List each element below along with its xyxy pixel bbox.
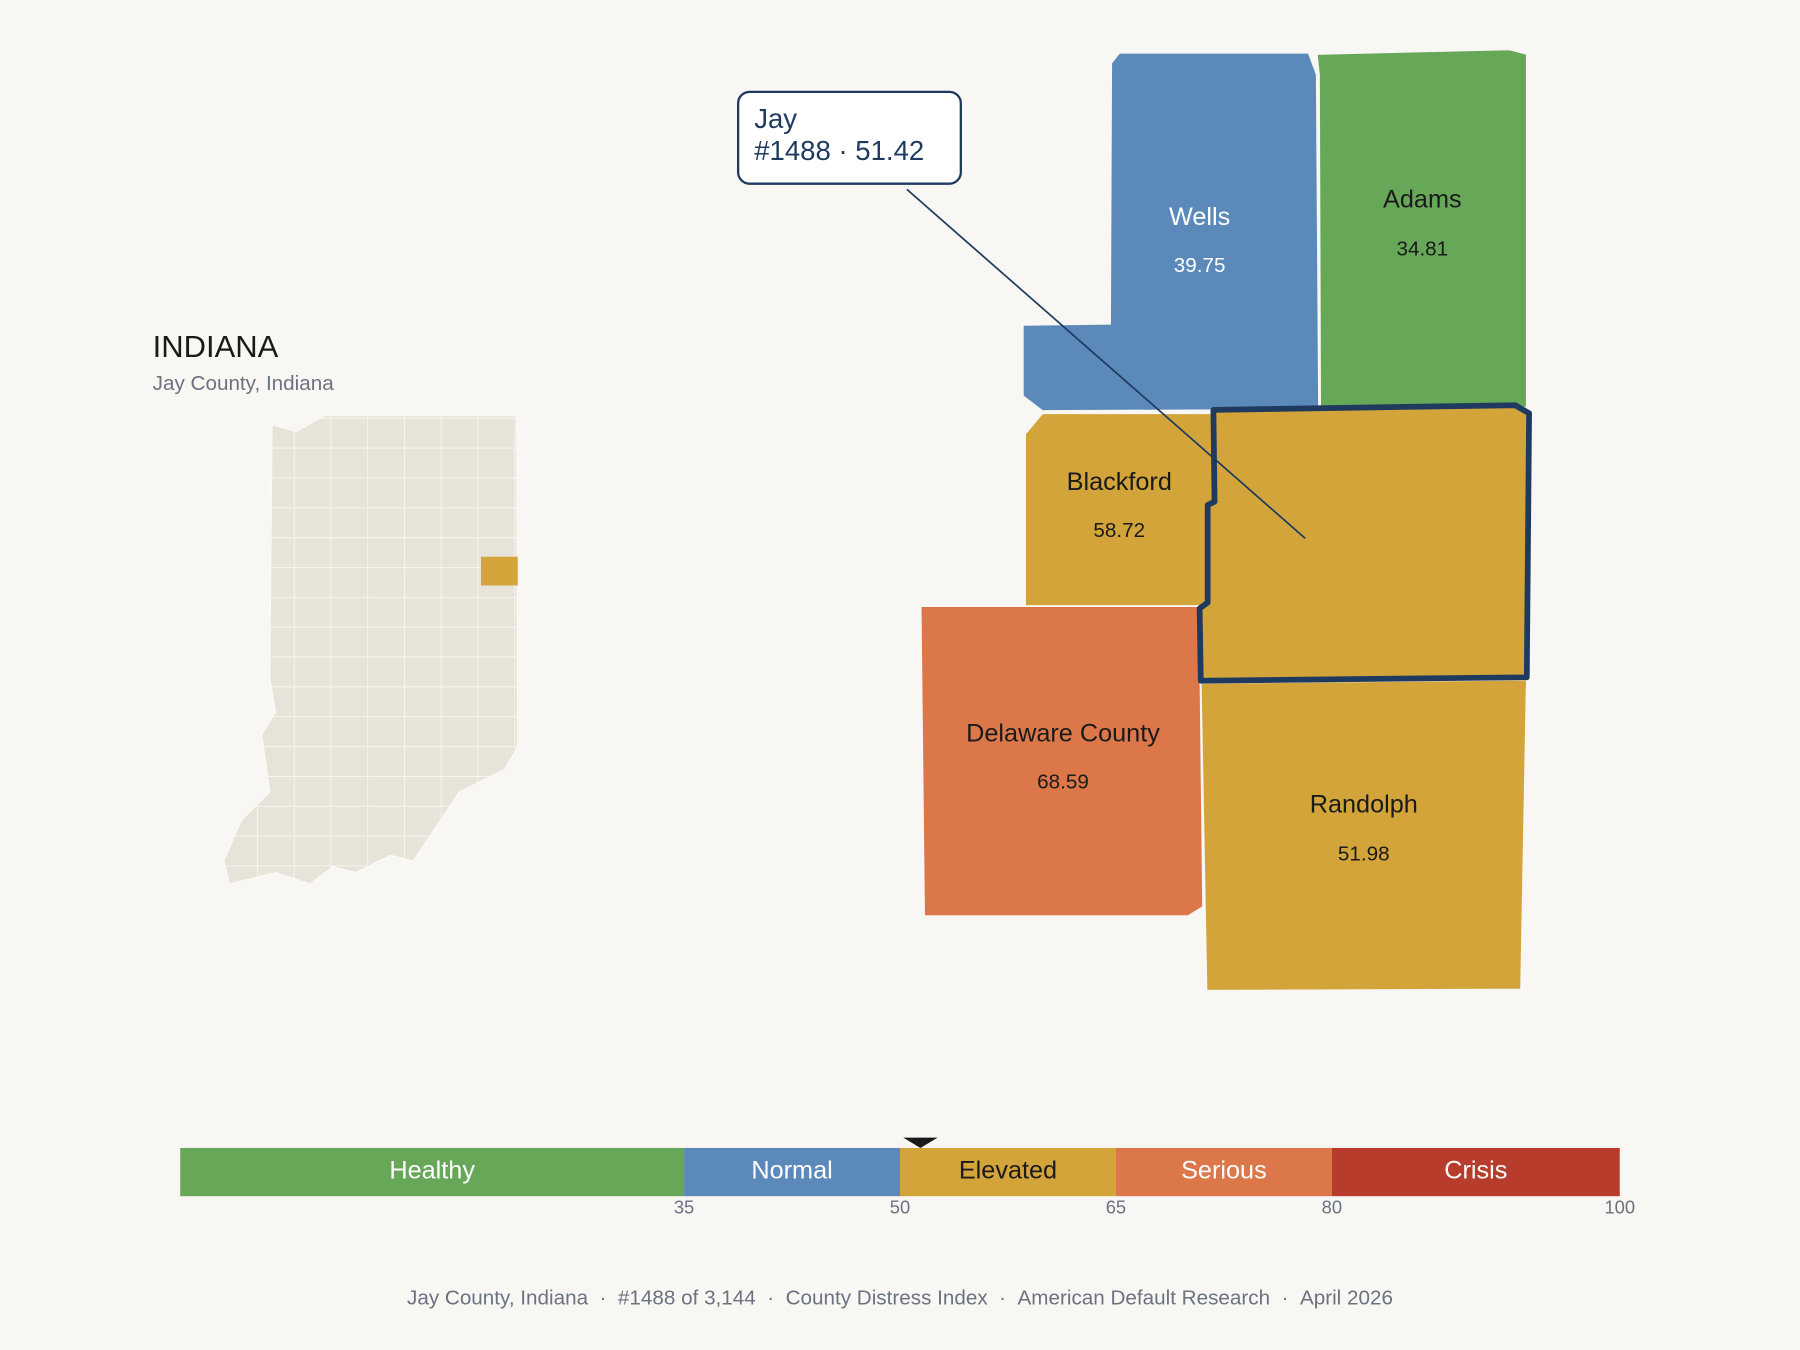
callout-detail: #1488 · 51.42	[754, 135, 924, 166]
county-value: 68.59	[1037, 770, 1089, 793]
scale-segment	[180, 1147, 685, 1197]
footer: Jay County, Indiana · #1488 of 3,144 · Count…	[407, 1287, 1393, 1310]
footer-item: Jay County, Indiana	[407, 1287, 589, 1310]
footer-separator: ·	[767, 1287, 774, 1310]
county-value: 34.81	[1396, 238, 1448, 261]
county-jay[interactable]	[1196, 402, 1532, 684]
footer-separator: ·	[1282, 1287, 1289, 1310]
footer-item: County Distress Index	[786, 1287, 989, 1310]
scale-tick-label: 80	[1322, 1197, 1342, 1218]
inset-jay	[480, 556, 518, 586]
inset-title: INDIANA	[153, 329, 279, 364]
footer-separator: ·	[600, 1287, 607, 1310]
scale-segment	[1331, 1147, 1620, 1197]
county-name: Adams	[1383, 186, 1462, 214]
scale-tick-label: 65	[1106, 1197, 1126, 1218]
scale-tick-label: 35	[674, 1197, 694, 1218]
footer-item: American Default Research	[1018, 1287, 1271, 1310]
county-name: Blackford	[1067, 468, 1172, 496]
scale-tick-label: 100	[1604, 1197, 1635, 1218]
footer-item: #1488 of 3,144	[618, 1287, 756, 1310]
scale-segment	[900, 1147, 1116, 1197]
county-wells[interactable]	[1021, 51, 1320, 412]
scale-segment-label: Normal	[751, 1157, 832, 1185]
scale-segment-label: Crisis	[1444, 1157, 1507, 1185]
county-blackford[interactable]	[1024, 412, 1215, 607]
county-name: Delaware County	[966, 719, 1160, 747]
county-value: 58.72	[1093, 519, 1145, 542]
scale-segment-label: Elevated	[959, 1157, 1057, 1185]
footer-separator: ·	[999, 1287, 1006, 1310]
county-value: 51.98	[1338, 843, 1390, 866]
county-adams[interactable]	[1315, 48, 1528, 409]
county-delaware[interactable]	[919, 605, 1204, 917]
indiana-outline	[223, 414, 519, 885]
county-name: Wells	[1169, 203, 1230, 231]
score-marker	[903, 1137, 938, 1148]
callout-name: Jay	[754, 103, 797, 134]
inset-subtitle: Jay County, Indiana	[153, 372, 335, 395]
scale-segment-label: Healthy	[389, 1157, 475, 1185]
county-value: 39.75	[1174, 254, 1226, 277]
scale-segment	[1115, 1147, 1332, 1197]
callout-leader	[906, 188, 1306, 540]
county-randolph[interactable]	[1199, 678, 1528, 992]
scale-tick-label: 50	[890, 1197, 910, 1218]
footer-item: April 2026	[1300, 1287, 1393, 1310]
scale-segment	[684, 1147, 900, 1197]
county-name: Randolph	[1310, 791, 1418, 819]
callout-box	[736, 90, 962, 185]
scale-segment-label: Serious	[1181, 1157, 1267, 1185]
